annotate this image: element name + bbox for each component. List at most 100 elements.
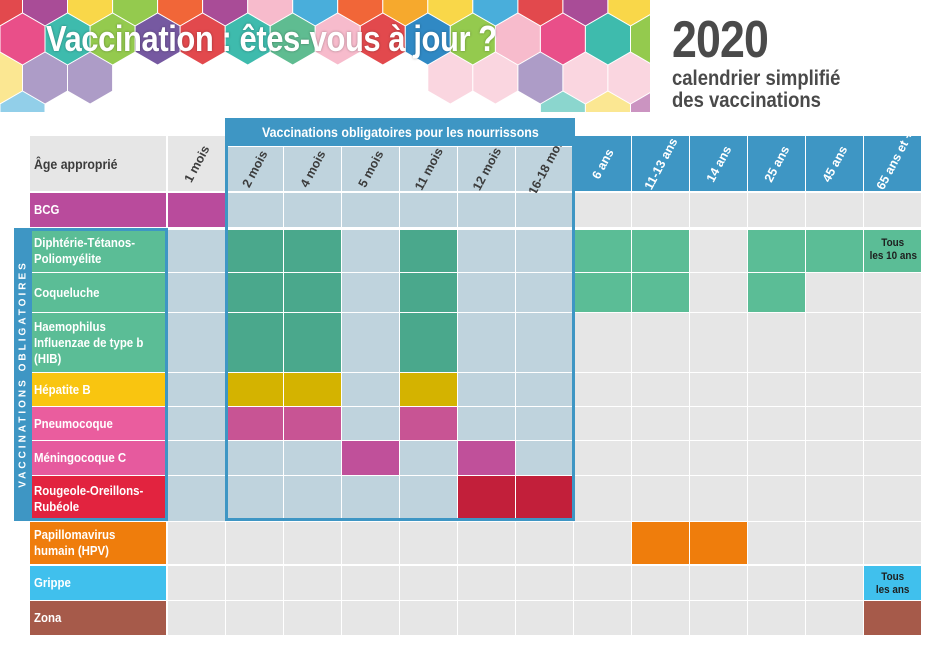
schedule-cell xyxy=(748,313,805,372)
schedule-cell xyxy=(806,441,863,475)
schedule-cell xyxy=(864,522,921,564)
schedule-cell xyxy=(400,193,457,227)
schedule-cell xyxy=(690,313,747,372)
dose-cell xyxy=(574,273,631,312)
schedule-cell xyxy=(516,373,573,406)
dose-cell xyxy=(806,230,863,272)
dose-cell xyxy=(226,313,283,372)
subtitle-line-2: des vaccinations xyxy=(672,89,821,112)
hexagon-decoration xyxy=(539,90,586,112)
age-header-cell xyxy=(284,147,341,191)
age-header-cell xyxy=(806,136,863,191)
hexagon-pattern-banner xyxy=(0,0,650,112)
schedule-cell xyxy=(516,193,573,227)
dose-cell xyxy=(226,373,283,406)
obligatory-infants-header: Vaccinations obligatoires pour les nourr… xyxy=(225,118,575,146)
schedule-cell xyxy=(748,601,805,635)
schedule-cell xyxy=(342,313,399,372)
schedule-cell xyxy=(458,313,515,372)
schedule-cell xyxy=(458,601,515,635)
schedule-cell xyxy=(400,476,457,521)
schedule-cell xyxy=(168,522,225,564)
age-header-cell xyxy=(748,136,805,191)
schedule-cell xyxy=(400,601,457,635)
calendar-subtitle: calendrier simplifié des vaccinations xyxy=(672,68,840,112)
schedule-cell xyxy=(516,407,573,440)
schedule-cell xyxy=(516,313,573,372)
schedule-cell xyxy=(632,476,689,521)
schedule-cell xyxy=(864,313,921,372)
schedule-cell xyxy=(690,230,747,272)
obligatory-side-bar xyxy=(14,228,32,521)
schedule-cell xyxy=(690,193,747,227)
schedule-cell xyxy=(632,407,689,440)
schedule-cell xyxy=(690,566,747,600)
schedule-cell xyxy=(632,313,689,372)
schedule-cell xyxy=(342,407,399,440)
schedule-cell xyxy=(864,441,921,475)
schedule-cell xyxy=(574,522,631,564)
schedule-cell xyxy=(574,601,631,635)
calendar-year: 2020 xyxy=(672,11,769,69)
schedule-cell xyxy=(806,273,863,312)
schedule-cell xyxy=(748,407,805,440)
schedule-cell xyxy=(342,601,399,635)
age-header-cell xyxy=(226,147,283,191)
schedule-cell xyxy=(806,476,863,521)
schedule-cell xyxy=(284,476,341,521)
age-header-cell xyxy=(632,136,689,191)
schedule-cell xyxy=(342,522,399,564)
schedule-cell xyxy=(516,441,573,475)
age-header-cell xyxy=(574,136,631,191)
subtitle-line-1: calendrier simplifié xyxy=(672,67,841,90)
dose-cell xyxy=(284,407,341,440)
schedule-cell xyxy=(748,522,805,564)
schedule-cell xyxy=(516,230,573,272)
dose-cell xyxy=(284,373,341,406)
schedule-cell xyxy=(168,601,225,635)
schedule-cell xyxy=(516,566,573,600)
dose-cell xyxy=(284,230,341,272)
schedule-cell xyxy=(226,193,283,227)
schedule-cell xyxy=(400,566,457,600)
vaccine-label: Zona xyxy=(30,601,166,635)
schedule-cell xyxy=(806,313,863,372)
dose-cell xyxy=(632,273,689,312)
schedule-cell xyxy=(342,373,399,406)
schedule-cell xyxy=(168,273,225,312)
page-title: Vaccination : êtes-vous à jour ? xyxy=(46,18,497,59)
schedule-cell xyxy=(342,193,399,227)
dose-cell xyxy=(690,522,747,564)
schedule-cell xyxy=(690,441,747,475)
dose-cell xyxy=(400,373,457,406)
hexagon-decoration xyxy=(630,92,650,112)
vaccine-label: Grippe xyxy=(30,566,166,600)
schedule-cell xyxy=(516,601,573,635)
schedule-cell xyxy=(690,407,747,440)
schedule-cell xyxy=(574,566,631,600)
dose-cell xyxy=(342,441,399,475)
schedule-cell xyxy=(690,273,747,312)
schedule-cell xyxy=(632,566,689,600)
schedule-cell xyxy=(226,476,283,521)
schedule-cell xyxy=(690,476,747,521)
vaccine-label: Pneumocoque xyxy=(30,407,166,440)
age-column-header: Âge approprié xyxy=(30,136,166,191)
vaccine-label: Diphtérie-Tétanos-Poliomyélite xyxy=(30,230,166,272)
schedule-cell xyxy=(574,407,631,440)
schedule-cell xyxy=(806,407,863,440)
dose-cell xyxy=(864,601,921,635)
dose-cell xyxy=(284,273,341,312)
hexagon-decoration xyxy=(584,90,631,112)
schedule-cell xyxy=(342,566,399,600)
schedule-cell xyxy=(284,522,341,564)
dose-cell xyxy=(400,273,457,312)
grippe-65-note: Tous les ans xyxy=(876,571,910,596)
schedule-cell xyxy=(284,193,341,227)
dose-cell xyxy=(516,476,573,521)
schedule-cell xyxy=(168,313,225,372)
schedule-cell xyxy=(516,522,573,564)
age-header-cell xyxy=(516,147,573,191)
dose-cell xyxy=(748,273,805,312)
schedule-cell xyxy=(690,601,747,635)
